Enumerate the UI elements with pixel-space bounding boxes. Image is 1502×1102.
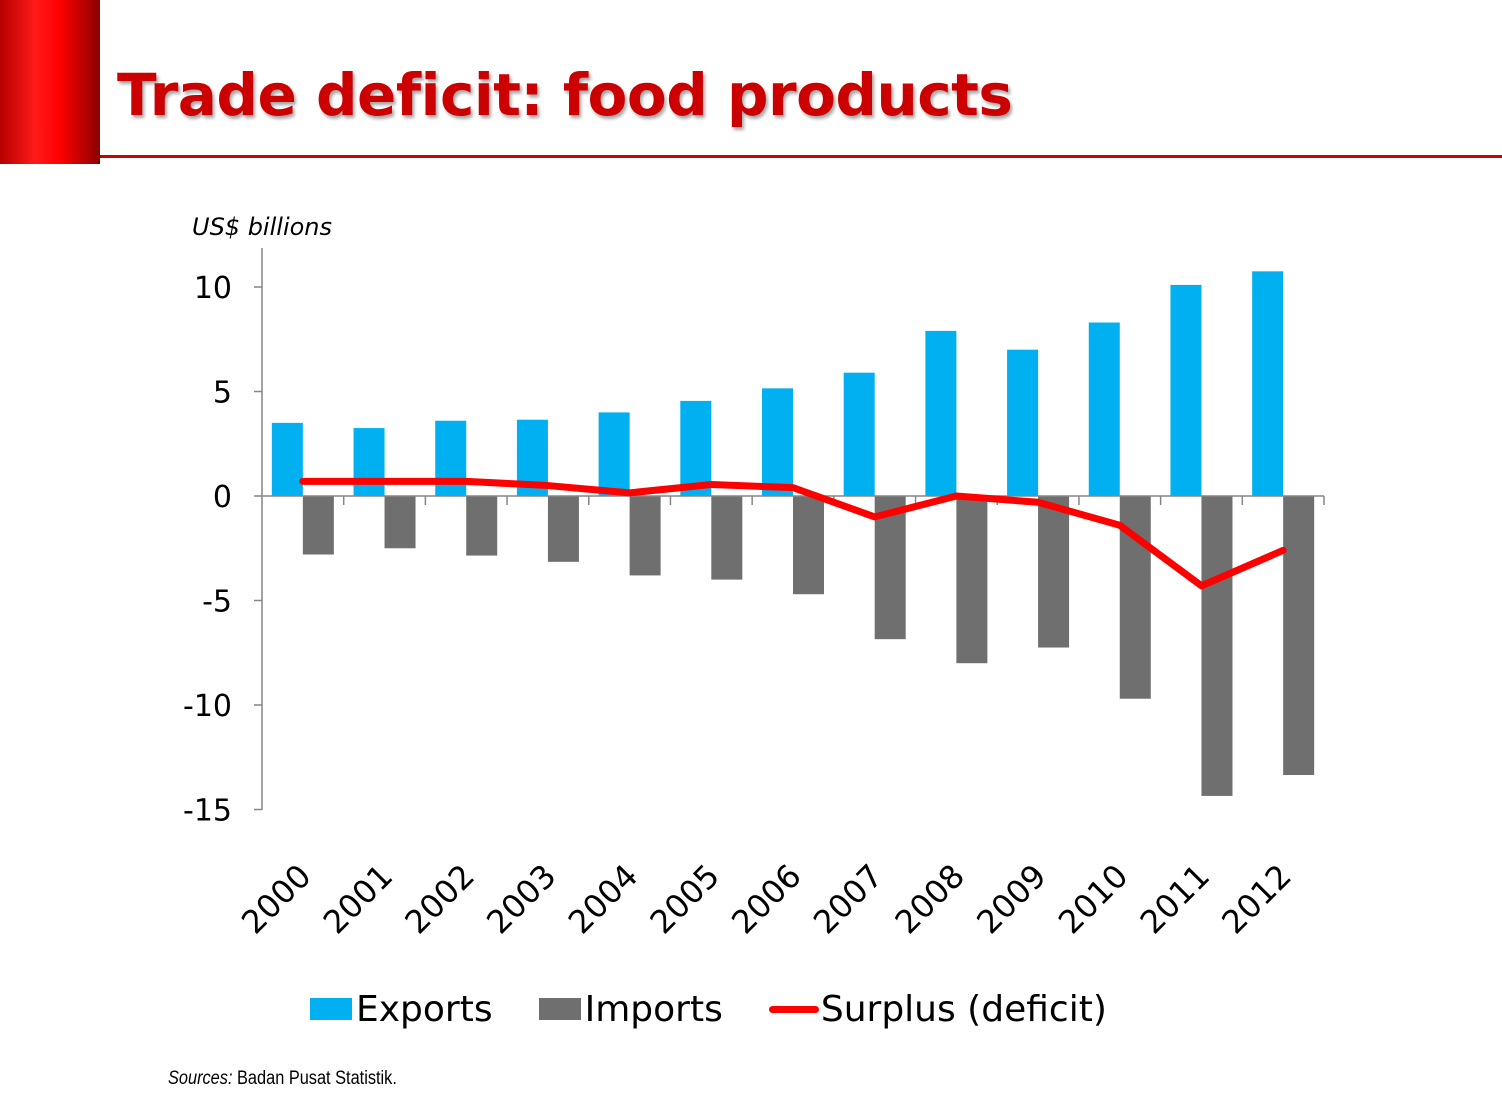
legend-swatch-imports <box>538 998 581 1020</box>
bar-imports <box>629 496 661 576</box>
x-tick-label: 2003 <box>479 857 563 941</box>
surplus-line-series <box>299 477 1287 590</box>
y-tick-label: -5 <box>202 585 232 620</box>
y-axis-ticks: 10 5 0 -5 -10 -15 <box>183 271 232 829</box>
x-tick-label: 2009 <box>969 857 1053 941</box>
bar-exports <box>271 422 303 496</box>
y-tick-label: 0 <box>213 480 232 515</box>
y-tick-label: -15 <box>183 794 232 829</box>
chart-legend: Exports Imports Surplus (deficit) <box>310 984 1107 1034</box>
x-tick-label: 2012 <box>1214 857 1298 941</box>
x-tick-label: 2001 <box>316 857 400 941</box>
source-label: Sources: <box>168 1068 233 1089</box>
title-accent-block <box>0 0 100 164</box>
bar-exports <box>925 330 957 496</box>
x-tick-label: 2005 <box>643 857 727 941</box>
bar-exports <box>598 412 630 496</box>
bar-imports <box>302 496 334 555</box>
bar-imports <box>711 496 743 580</box>
legend-label-imports: Imports <box>584 988 723 1030</box>
bar-imports <box>874 496 906 640</box>
y-tick-label: -10 <box>183 689 232 724</box>
slide-title: Trade deficit: food products <box>117 61 1013 129</box>
bar-imports <box>793 496 824 595</box>
bar-imports <box>1201 496 1233 796</box>
x-tick-label: 2002 <box>397 857 481 941</box>
bar-exports <box>680 400 712 496</box>
y-tick-label: 5 <box>213 376 232 411</box>
bar-imports <box>547 496 579 562</box>
source-text: Badan Pusat Statistik. <box>232 1068 397 1089</box>
legend-item-surplus: Surplus (deficit) <box>768 988 1107 1030</box>
x-tick-label: 2011 <box>1133 857 1217 941</box>
legend-label-surplus: Surplus (deficit) <box>820 988 1107 1030</box>
title-divider <box>100 155 1502 158</box>
x-tick-label: 2007 <box>806 857 890 941</box>
bar-exports <box>1170 284 1202 496</box>
bar-exports <box>353 428 385 496</box>
x-tick-label: 2000 <box>234 857 318 941</box>
legend-swatch-surplus <box>768 1005 819 1013</box>
bar-exports <box>1088 322 1120 496</box>
bar-exports <box>1007 349 1039 496</box>
x-tick-label: 2010 <box>1051 857 1135 941</box>
bar-imports <box>1283 496 1315 776</box>
legend-label-exports: Exports <box>356 988 493 1030</box>
x-axis-ticks: 2000200120022003200420052006200720082009… <box>234 857 1299 941</box>
x-tick-label: 2006 <box>724 857 808 941</box>
x-tick-label: 2008 <box>888 857 972 941</box>
bar-series <box>271 271 1315 796</box>
x-tick-label: 2004 <box>561 857 645 941</box>
legend-item-imports: Imports <box>538 988 723 1030</box>
bar-exports <box>762 388 793 496</box>
y-tick-label: 10 <box>194 271 232 306</box>
legend-swatch-exports <box>310 998 352 1020</box>
bar-imports <box>956 496 988 664</box>
source-note: Sources: Badan Pusat Statistik. <box>168 1068 397 1090</box>
bar-exports <box>843 372 875 496</box>
y-axis-unit-label: US$ billions <box>192 213 333 241</box>
bar-imports <box>466 496 498 556</box>
bar-imports <box>1038 496 1070 648</box>
legend-item-exports: Exports <box>310 989 493 1030</box>
bar-imports <box>384 496 416 549</box>
bar-exports <box>1252 271 1284 496</box>
